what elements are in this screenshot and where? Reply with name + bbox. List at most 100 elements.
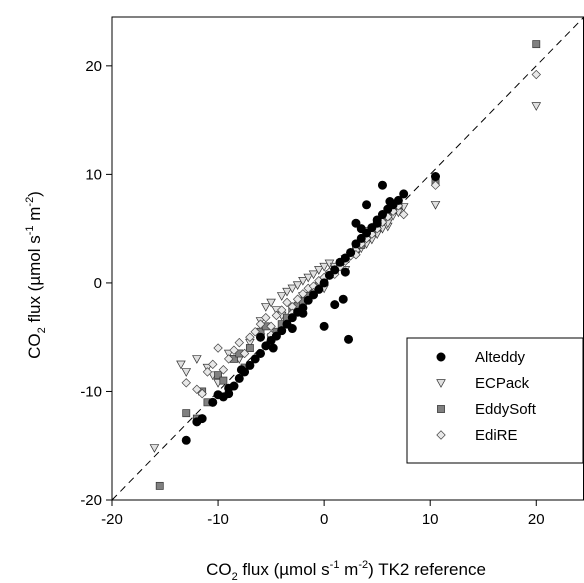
x-tick-label: -20 [101, 511, 123, 528]
data-point [319, 321, 329, 331]
data-point [255, 348, 265, 358]
data-point [266, 298, 276, 308]
data-point [213, 343, 223, 353]
data-point [208, 397, 218, 407]
y-tick-label: 10 [85, 166, 102, 183]
data-point [197, 414, 207, 424]
y-axis-ticks: -20 -10 0 10 20 [80, 58, 112, 509]
data-point [214, 371, 222, 380]
x-axis-title: CO2 flux (µmol s-1 m-2) TK2 reference [206, 559, 486, 583]
data-point [223, 354, 234, 364]
data-point [276, 292, 287, 301]
x-tick-label: 20 [528, 511, 545, 528]
data-point [308, 270, 319, 280]
data-point [340, 253, 350, 263]
data-point [309, 290, 319, 300]
data-point [234, 337, 244, 348]
data-point [282, 297, 292, 308]
data-point [261, 303, 271, 312]
data-point [236, 365, 246, 375]
data-point [229, 345, 239, 355]
data-point [271, 331, 281, 341]
data-point [223, 349, 234, 359]
data-point [287, 313, 297, 323]
legend-marker [436, 430, 446, 440]
data-point [324, 270, 334, 280]
data-point [298, 289, 308, 299]
data-point [181, 378, 191, 388]
y-tick-label: -20 [80, 492, 102, 509]
data-point [219, 376, 228, 385]
data-point [239, 348, 250, 359]
data-points [149, 40, 542, 490]
data-point [330, 300, 340, 310]
legend-label: EdiRE [475, 427, 518, 444]
data-point [245, 360, 255, 370]
data-point [149, 444, 160, 453]
data-point [250, 354, 260, 364]
legend: Alteddy ECPack EddySoft EdiRE [406, 337, 584, 464]
data-point [298, 277, 308, 286]
x-axis-ticks: -20 -10 0 10 20 [101, 500, 545, 528]
data-point [399, 189, 409, 199]
data-point [340, 267, 350, 277]
data-point [261, 312, 271, 323]
x-tick-label: 0 [320, 511, 328, 528]
data-point [346, 248, 356, 258]
data-point [377, 210, 387, 220]
data-point [377, 180, 387, 190]
data-point [531, 102, 542, 111]
data-point [224, 383, 234, 393]
data-point [287, 324, 297, 334]
data-point [271, 310, 282, 321]
x-tick-label: -10 [207, 511, 229, 528]
data-point [385, 197, 395, 207]
legend-label: ECPack [475, 375, 530, 392]
data-point [192, 384, 202, 394]
legend-box [406, 337, 584, 464]
data-point [182, 409, 191, 418]
y-tick-label: 0 [94, 275, 102, 292]
data-point [268, 343, 278, 353]
data-point [277, 326, 287, 336]
data-point [176, 360, 186, 370]
legend-label: Alteddy [475, 349, 526, 366]
data-point [351, 239, 361, 249]
data-point [532, 40, 541, 49]
data-point [314, 284, 324, 294]
data-point [155, 481, 164, 490]
data-point [218, 365, 229, 375]
legend-marker [437, 405, 445, 413]
data-point [208, 359, 218, 370]
data-point [250, 327, 260, 337]
data-point [372, 215, 382, 225]
legend-label: EddySoft [475, 401, 537, 418]
data-point [430, 180, 441, 190]
y-tick-label: 20 [85, 58, 102, 75]
data-point [213, 390, 223, 400]
data-point [277, 305, 287, 315]
data-point [255, 332, 265, 342]
data-point [287, 284, 298, 294]
data-point [344, 334, 354, 344]
data-point [245, 332, 255, 342]
data-point [266, 321, 276, 332]
data-point [330, 265, 340, 275]
data-point [298, 308, 308, 318]
data-point [356, 224, 366, 234]
data-point [234, 373, 244, 383]
data-point [319, 278, 329, 288]
data-point [303, 295, 313, 305]
legend-marker [436, 352, 446, 362]
data-point [351, 218, 361, 228]
y-tick-label: -10 [80, 383, 102, 400]
x-tick-label: 10 [422, 511, 439, 528]
data-point [181, 368, 192, 377]
data-point [362, 200, 372, 210]
data-point [431, 172, 441, 182]
series-alteddy [181, 172, 441, 445]
data-point [398, 209, 409, 220]
data-point [531, 69, 541, 80]
data-point [181, 435, 191, 445]
